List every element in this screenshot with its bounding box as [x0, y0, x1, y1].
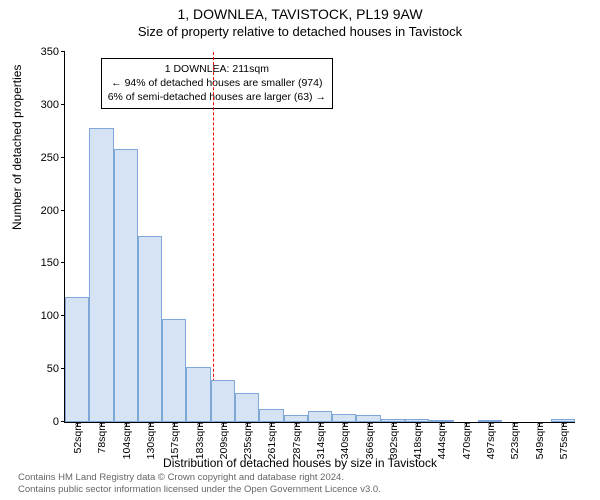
x-tick-label: 366sqm — [362, 422, 376, 459]
x-tick-label: 497sqm — [483, 422, 497, 459]
histogram-bar — [235, 393, 259, 422]
histogram-bar — [89, 128, 113, 422]
footer-line: Contains HM Land Registry data © Crown c… — [18, 472, 381, 484]
histogram-bar — [138, 236, 162, 422]
y-tick-label: 100 — [41, 310, 65, 322]
x-tick-mark — [296, 422, 297, 426]
x-tick-label: 157sqm — [167, 422, 181, 459]
y-tick-mark — [61, 262, 65, 263]
x-tick-mark — [101, 422, 102, 426]
x-tick-mark — [466, 422, 467, 426]
reference-line — [213, 52, 214, 422]
histogram-bar — [308, 411, 332, 422]
histogram-bar — [65, 297, 89, 422]
y-tick-label: 200 — [41, 205, 65, 217]
y-tick-label: 300 — [41, 99, 65, 111]
histogram-bar — [332, 414, 356, 422]
y-tick-label: 50 — [47, 363, 65, 375]
x-tick-label: 392sqm — [386, 422, 400, 459]
footer-attribution: Contains HM Land Registry data © Crown c… — [18, 472, 381, 496]
x-tick-label: 575sqm — [556, 422, 570, 459]
y-tick-label: 0 — [53, 416, 65, 428]
annotation-line: ← 94% of detached houses are smaller (97… — [108, 76, 326, 90]
y-tick-mark — [61, 157, 65, 158]
x-tick-label: 470sqm — [459, 422, 473, 459]
x-tick-mark — [271, 422, 272, 426]
y-tick-label: 250 — [41, 152, 65, 164]
x-tick-mark — [441, 422, 442, 426]
x-tick-mark — [247, 422, 248, 426]
chart-title: 1, DOWNLEA, TAVISTOCK, PL19 9AW — [0, 0, 600, 22]
x-tick-label: 418sqm — [410, 422, 424, 459]
histogram-bar — [186, 367, 210, 422]
plot-area: 1 DOWNLEA: 211sqm← 94% of detached house… — [64, 52, 575, 423]
x-tick-mark — [417, 422, 418, 426]
x-tick-label: 209sqm — [216, 422, 230, 459]
histogram-bar — [259, 409, 283, 422]
x-tick-label: 444sqm — [434, 422, 448, 459]
x-tick-mark — [126, 422, 127, 426]
x-axis-label: Distribution of detached houses by size … — [0, 456, 600, 470]
histogram-bar — [356, 415, 380, 422]
histogram-bar — [162, 319, 186, 422]
histogram-bar — [284, 415, 308, 422]
y-tick-label: 350 — [41, 46, 65, 58]
y-tick-mark — [61, 51, 65, 52]
x-tick-mark — [320, 422, 321, 426]
x-tick-mark — [199, 422, 200, 426]
chart-subtitle: Size of property relative to detached ho… — [0, 22, 600, 39]
y-tick-mark — [61, 104, 65, 105]
x-tick-mark — [174, 422, 175, 426]
x-tick-mark — [369, 422, 370, 426]
x-tick-mark — [490, 422, 491, 426]
x-tick-label: 314sqm — [313, 422, 327, 459]
histogram-bar — [211, 380, 235, 422]
x-tick-label: 523sqm — [507, 422, 521, 459]
x-tick-label: 261sqm — [264, 422, 278, 459]
y-axis-label: Number of detached properties — [10, 65, 24, 230]
y-tick-mark — [61, 210, 65, 211]
x-tick-mark — [150, 422, 151, 426]
x-tick-mark — [393, 422, 394, 426]
x-tick-label: 287sqm — [289, 422, 303, 459]
x-tick-label: 52sqm — [70, 422, 84, 454]
x-tick-mark — [77, 422, 78, 426]
annotation-line: 6% of semi-detached houses are larger (6… — [108, 90, 326, 104]
x-tick-mark — [344, 422, 345, 426]
x-tick-label: 78sqm — [94, 422, 108, 454]
chart-container: 1, DOWNLEA, TAVISTOCK, PL19 9AW Size of … — [0, 0, 600, 500]
annotation-box: 1 DOWNLEA: 211sqm← 94% of detached house… — [101, 58, 333, 109]
x-tick-label: 104sqm — [119, 422, 133, 459]
histogram-bar — [114, 149, 138, 422]
x-tick-label: 235sqm — [240, 422, 254, 459]
x-tick-mark — [514, 422, 515, 426]
x-tick-mark — [223, 422, 224, 426]
x-tick-label: 340sqm — [337, 422, 351, 459]
x-tick-mark — [563, 422, 564, 426]
footer-line: Contains public sector information licen… — [18, 484, 381, 496]
y-tick-label: 150 — [41, 257, 65, 269]
x-tick-label: 130sqm — [143, 422, 157, 459]
x-tick-label: 183sqm — [192, 422, 206, 459]
x-tick-mark — [539, 422, 540, 426]
annotation-line: 1 DOWNLEA: 211sqm — [108, 62, 326, 76]
x-tick-label: 549sqm — [532, 422, 546, 459]
